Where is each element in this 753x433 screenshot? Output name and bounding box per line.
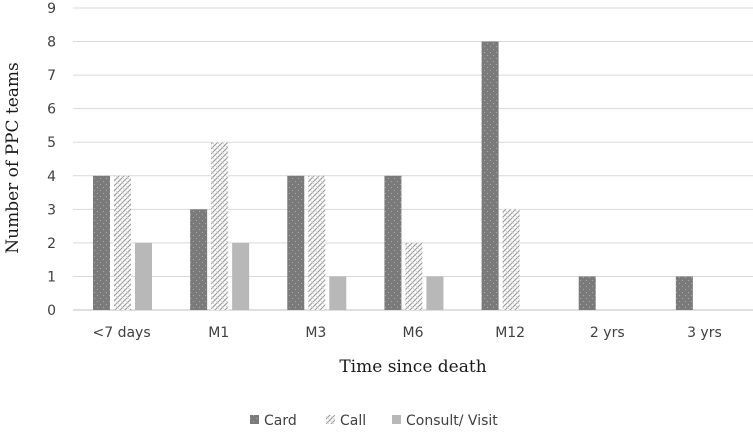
x-tick-label: 2 yrs: [590, 325, 625, 341]
y-tick-label: 9: [47, 1, 56, 17]
x-tick-label: M3: [305, 325, 326, 341]
bar-card-0: [93, 175, 110, 310]
x-axis-title: Time since death: [339, 357, 486, 377]
y-tick-label: 0: [47, 303, 56, 319]
bar-card-2: [287, 175, 305, 310]
legend-swatch: [250, 415, 259, 424]
bar-consult-visit-2: [329, 276, 347, 310]
legend-label: Card: [264, 413, 297, 429]
y-tick-label: 1: [47, 269, 56, 285]
bar-card-4: [481, 41, 499, 311]
bar-card-3: [384, 175, 402, 310]
bar-card-1: [190, 209, 208, 310]
x-tick-label: 3 yrs: [687, 325, 722, 341]
x-tick-label: M1: [208, 325, 229, 341]
y-tick-label: 4: [47, 169, 56, 185]
legend-swatch: [326, 415, 335, 424]
y-tick-label: 7: [47, 68, 56, 84]
legend: Card Call Consult/ Visit: [250, 413, 498, 429]
gridlines: [73, 7, 753, 311]
bar-call-3: [405, 242, 423, 310]
bars: [93, 41, 693, 311]
bar-call-4: [502, 209, 520, 310]
legend-label: Consult/ Visit: [406, 413, 498, 429]
y-tick-label: 6: [47, 102, 56, 118]
y-tick-label: 2: [47, 236, 56, 252]
bar-consult-visit-1: [232, 242, 250, 310]
y-tick-label: 3: [47, 202, 56, 218]
y-tick-label: 5: [47, 135, 56, 151]
bar-consult-visit-0: [135, 242, 152, 310]
bar-card-6: [675, 276, 693, 310]
legend-label: Call: [340, 413, 366, 429]
bar-consult-visit-3: [426, 276, 444, 310]
bar-call-2: [308, 175, 326, 310]
y-tick-label: 8: [47, 35, 56, 51]
y-axis-ticks: 0 1 2 3 4 5 6 7 8 9: [47, 1, 56, 319]
x-tick-label: M6: [403, 325, 424, 341]
x-tick-label: <7 days: [93, 325, 151, 341]
y-axis-title: Number of PPC teams: [3, 62, 23, 254]
bar-call-1: [211, 142, 229, 310]
legend-swatch: [392, 415, 401, 424]
x-axis-ticks: <7 days M1 M3 M6 M12 2 yrs 3 yrs: [93, 325, 722, 341]
bar-card-5: [578, 276, 596, 310]
x-tick-label: M12: [495, 325, 525, 341]
bar-call-0: [114, 175, 131, 310]
